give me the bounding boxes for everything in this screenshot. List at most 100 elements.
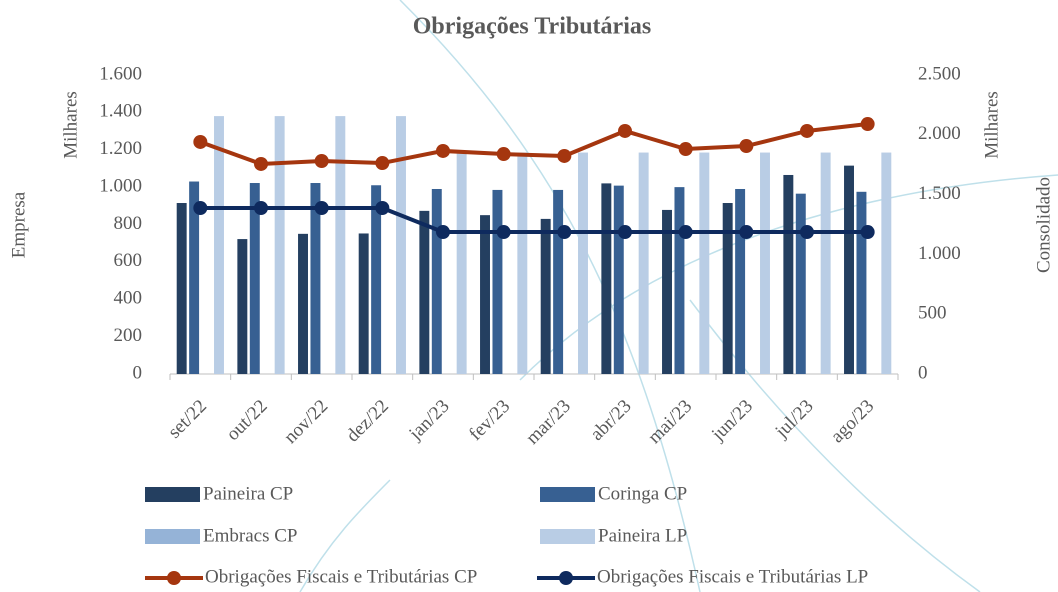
line-marker — [314, 153, 329, 168]
line-marker — [860, 117, 875, 132]
x-tick-label: out/22 — [222, 396, 271, 445]
bar — [881, 152, 892, 374]
bar — [480, 215, 490, 374]
bar — [674, 187, 685, 374]
line-marker — [678, 225, 693, 240]
legend-label: Paineira CP — [203, 483, 293, 504]
bar — [699, 152, 710, 374]
bar — [735, 188, 746, 374]
bar — [844, 165, 854, 374]
chart-title: Obrigações Tributárias — [413, 14, 651, 40]
x-tick-label: set/22 — [164, 396, 211, 443]
bar — [820, 152, 831, 374]
line-marker — [254, 200, 268, 215]
y-tick-label: 1.400 — [99, 101, 142, 122]
y2-tick-label: 2.000 — [918, 123, 961, 144]
line-marker — [436, 143, 450, 158]
line-marker — [557, 148, 572, 163]
y2-axis-unit: Milhares — [981, 91, 1002, 159]
legend-label: Embracs CP — [203, 525, 297, 546]
bar — [274, 116, 285, 375]
bar — [456, 152, 467, 374]
x-tick-label: jul/23 — [771, 396, 818, 443]
bar — [419, 210, 430, 374]
line-marker — [739, 225, 754, 240]
y-tick-label: 1.200 — [99, 138, 142, 159]
bar — [431, 188, 442, 374]
bar — [638, 152, 649, 374]
bar — [795, 193, 806, 374]
bar — [237, 239, 248, 374]
line-marker — [557, 225, 572, 240]
bar — [371, 185, 382, 374]
bar — [578, 152, 588, 374]
legend-marker — [559, 571, 573, 585]
bar — [310, 183, 321, 374]
legend-swatch — [145, 487, 200, 502]
legend-label: Paineira LP — [598, 525, 687, 546]
bar — [517, 152, 528, 374]
bar — [396, 116, 406, 375]
y2-tick-label: 0 — [918, 362, 928, 383]
bar — [856, 191, 867, 374]
line-marker — [375, 200, 390, 215]
line-marker — [800, 225, 814, 240]
x-tick-label: dez/22 — [342, 396, 393, 447]
legend-swatch — [145, 529, 200, 544]
bar — [189, 181, 200, 374]
bar — [176, 203, 187, 374]
legend-label: Obrigações Fiscais e Tributárias CP — [205, 566, 477, 587]
legend-marker — [167, 571, 181, 585]
y-axis-unit: Milhares — [60, 91, 81, 159]
x-tick-label: jun/23 — [707, 396, 757, 446]
legend-swatch — [540, 529, 595, 544]
line-marker — [496, 147, 511, 162]
y2-tick-label: 2.500 — [918, 63, 961, 84]
y-tick-label: 200 — [114, 325, 143, 346]
bar — [722, 203, 733, 374]
x-tick-label: mai/23 — [644, 396, 696, 448]
x-tick-label: mar/23 — [522, 396, 575, 449]
y2-tick-label: 1.500 — [918, 183, 961, 204]
y-tick-label: 1.000 — [99, 175, 142, 196]
line-marker — [436, 225, 450, 240]
bar — [492, 189, 503, 374]
bar — [358, 233, 369, 374]
y2-tick-label: 500 — [918, 303, 947, 324]
y2-tick-label: 1.000 — [918, 243, 961, 264]
bar — [760, 152, 770, 374]
line — [199, 122, 868, 166]
line-marker — [618, 225, 632, 240]
y-tick-label: 1.600 — [99, 63, 142, 84]
y2-axis-label: Consolidado — [1033, 177, 1054, 273]
x-tick-label: fev/23 — [465, 396, 514, 445]
line-marker — [193, 134, 208, 149]
y-tick-label: 600 — [114, 250, 143, 271]
bar — [249, 183, 260, 374]
y-axis-label: Empresa — [8, 191, 29, 258]
line-marker — [739, 139, 754, 154]
bar — [553, 189, 564, 374]
bar — [601, 183, 612, 374]
line-marker — [193, 200, 208, 215]
line-marker — [496, 225, 511, 240]
line-marker — [254, 156, 268, 171]
y-tick-label: 800 — [114, 213, 143, 234]
x-tick-label: ago/23 — [827, 396, 878, 447]
bar — [214, 116, 224, 375]
y-tick-label: 0 — [133, 362, 143, 383]
bar — [662, 209, 672, 374]
x-tick-label: jan/23 — [404, 396, 453, 445]
bar — [298, 233, 308, 374]
legend-label: Obrigações Fiscais e Tributárias LP — [597, 566, 868, 587]
line-marker — [618, 123, 632, 138]
x-tick-label: abr/23 — [586, 396, 635, 445]
bar — [540, 218, 551, 374]
legend-swatch — [540, 487, 595, 502]
line — [200, 205, 868, 235]
line-marker — [800, 123, 814, 138]
line-marker — [678, 142, 693, 157]
legend-label: Coringa CP — [598, 483, 687, 504]
x-tick-label: nov/22 — [280, 396, 332, 448]
